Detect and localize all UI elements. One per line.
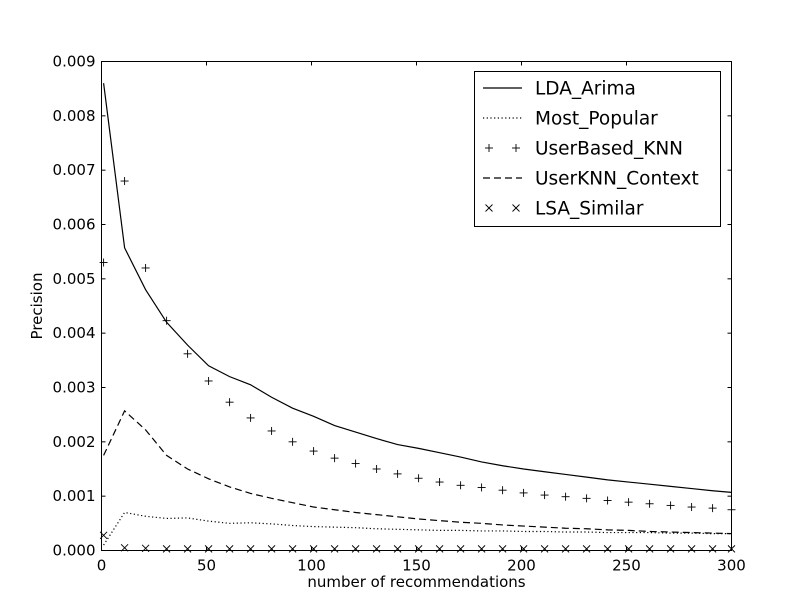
point-userbased-knn xyxy=(645,499,654,508)
point-lsa-similar xyxy=(435,545,444,553)
y-tick-label: 0.004 xyxy=(53,324,96,342)
point-lsa-similar xyxy=(225,545,234,553)
point-userbased-knn xyxy=(582,494,591,503)
point-lsa-similar xyxy=(393,545,402,553)
point-lsa-similar xyxy=(561,545,570,553)
point-userbased-knn xyxy=(141,263,150,272)
y-tick-label: 0.002 xyxy=(53,433,96,451)
y-tick-label: 0.003 xyxy=(53,379,96,397)
point-userbased-knn xyxy=(666,501,675,510)
point-userbased-knn xyxy=(120,177,129,186)
point-userbased-knn xyxy=(477,483,486,492)
legend-item-userknn-context: UserKNN_Context xyxy=(483,169,699,190)
point-userbased-knn xyxy=(603,496,612,505)
x-tick-label: 250 xyxy=(612,557,641,575)
x-tick-label: 200 xyxy=(507,557,536,575)
point-lsa-similar xyxy=(645,545,654,553)
y-tick-label: 0.001 xyxy=(53,487,96,505)
legend-label: UserKNN_Context xyxy=(535,169,699,190)
point-lsa-similar xyxy=(540,545,549,553)
x-tick-label: 100 xyxy=(297,557,326,575)
y-tick-label: 0.006 xyxy=(53,216,96,234)
point-userbased-knn xyxy=(414,474,423,483)
point-lsa-similar xyxy=(708,545,717,553)
legend-label: LSA_Similar xyxy=(535,199,644,220)
line-userknn-context xyxy=(103,409,732,535)
point-userbased-knn xyxy=(687,503,696,512)
legend-marker-lsa-similar xyxy=(485,204,493,212)
point-userbased-knn xyxy=(561,492,570,501)
point-userbased-knn xyxy=(267,426,276,435)
point-userbased-knn xyxy=(393,469,402,478)
legend-label: Most_Popular xyxy=(535,109,658,130)
legend-item-lda-arima: LDA_Arima xyxy=(483,79,636,100)
point-lsa-similar xyxy=(267,545,276,553)
y-axis-label: Precision xyxy=(28,273,46,340)
point-lsa-similar xyxy=(330,545,339,553)
point-lsa-similar xyxy=(456,545,465,553)
point-lsa-similar xyxy=(666,545,675,553)
point-userbased-knn xyxy=(624,498,633,507)
point-lsa-similar xyxy=(246,545,255,553)
point-lsa-similar xyxy=(582,545,591,553)
series-userbased-knn xyxy=(99,177,736,514)
point-lsa-similar xyxy=(498,545,507,553)
y-tick-label: 0.007 xyxy=(53,161,96,179)
point-lsa-similar xyxy=(351,545,360,553)
legend-marker-userbased-knn xyxy=(512,144,520,152)
series-layer xyxy=(99,83,736,553)
point-userbased-knn xyxy=(540,491,549,500)
x-tick-label: 300 xyxy=(717,557,746,575)
legend-item-userbased-knn: UserBased_KNN xyxy=(485,139,683,160)
legend-marker-lsa-similar xyxy=(512,204,520,212)
x-tick-label: 50 xyxy=(197,557,216,575)
legend-label: UserBased_KNN xyxy=(535,139,683,160)
y-tick-label: 0.000 xyxy=(53,542,96,560)
point-lsa-similar xyxy=(162,545,171,553)
y-tick-label: 0.008 xyxy=(53,107,96,125)
legend-label: LDA_Arima xyxy=(535,79,636,100)
point-userbased-knn xyxy=(183,349,192,358)
point-userbased-knn xyxy=(162,316,171,325)
point-userbased-knn xyxy=(99,258,108,267)
point-userbased-knn xyxy=(246,413,255,422)
legend-marker-userbased-knn xyxy=(485,144,493,152)
point-lsa-similar xyxy=(183,545,192,553)
point-lsa-similar xyxy=(372,545,381,553)
point-userbased-knn xyxy=(204,376,213,385)
y-tick-label: 0.005 xyxy=(53,270,96,288)
legend-box xyxy=(474,71,721,227)
y-tick-label: 0.009 xyxy=(53,53,96,71)
point-userbased-knn xyxy=(708,504,717,513)
legend: LDA_Arima Most_Popular UserBased_KNN UserKN… xyxy=(474,71,721,227)
x-tick-label: 150 xyxy=(402,557,431,575)
line-lda-arima xyxy=(103,83,732,493)
point-lsa-similar xyxy=(603,545,612,553)
point-userbased-knn xyxy=(309,447,318,456)
point-userbased-knn xyxy=(498,486,507,495)
legend-item-lsa-similar: LSA_Similar xyxy=(485,199,644,220)
point-userbased-knn xyxy=(435,478,444,487)
point-userbased-knn xyxy=(456,481,465,490)
point-lsa-similar xyxy=(687,545,696,553)
point-userbased-knn xyxy=(519,488,528,497)
legend-item-most-popular: Most_Popular xyxy=(483,109,658,130)
point-userbased-knn xyxy=(288,437,297,446)
point-userbased-knn xyxy=(330,454,339,463)
line-most-popular xyxy=(103,511,732,546)
point-userbased-knn xyxy=(372,465,381,473)
ticks-layer: 0 50 100 150 200 250 300 0.000 0.001 0.002 0.003 0.… xyxy=(53,53,746,575)
point-lsa-similar xyxy=(288,545,297,553)
point-userbased-knn xyxy=(225,398,234,407)
point-lsa-similar xyxy=(477,545,486,553)
x-tick-label: 0 xyxy=(97,557,107,575)
point-userbased-knn xyxy=(351,459,360,468)
x-axis-label: number of recommendations xyxy=(307,573,525,591)
